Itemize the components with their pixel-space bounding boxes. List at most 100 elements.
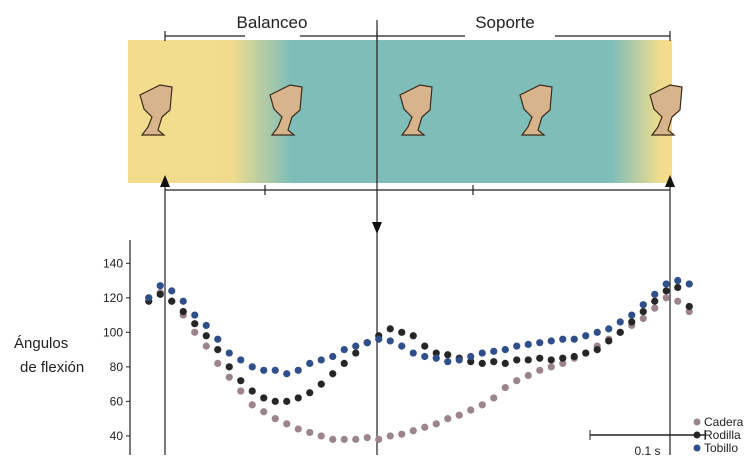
data-point [364, 434, 371, 441]
legend-label: Cadera [704, 415, 744, 429]
data-point [467, 406, 474, 413]
data-point [502, 360, 509, 367]
figure: BalanceoSoporteFE₁E₂E₃Ángulosde flexión4… [0, 0, 751, 461]
data-point [157, 282, 164, 289]
phase-label: Balanceo [237, 13, 308, 32]
data-point [387, 337, 394, 344]
data-point [651, 298, 658, 305]
data-point [663, 287, 670, 294]
data-point [674, 277, 681, 284]
data-point [513, 356, 520, 363]
data-point [272, 367, 279, 374]
data-point [433, 355, 440, 362]
data-point [651, 305, 658, 312]
data-point [329, 436, 336, 443]
data-point [559, 336, 566, 343]
data-point [180, 308, 187, 315]
data-point [490, 358, 497, 365]
data-point [329, 353, 336, 360]
data-point [525, 356, 532, 363]
data-point [249, 401, 256, 408]
data-point [582, 349, 589, 356]
data-point [398, 329, 405, 336]
data-point [226, 363, 233, 370]
data-point [157, 291, 164, 298]
data-point [444, 351, 451, 358]
data-point [283, 370, 290, 377]
data-point [594, 329, 601, 336]
data-point [640, 315, 647, 322]
data-point [479, 401, 486, 408]
data-point [421, 424, 428, 431]
subphase-label: F [212, 191, 219, 203]
data-point [594, 346, 601, 353]
data-point [398, 343, 405, 350]
data-point [203, 322, 210, 329]
data-point [191, 329, 198, 336]
y-axis-label: de flexión [20, 359, 84, 376]
data-point [237, 356, 244, 363]
legend-marker [694, 419, 701, 426]
data-point [571, 336, 578, 343]
data-point [410, 427, 417, 434]
data-point [364, 339, 371, 346]
data-point [203, 332, 210, 339]
data-point [410, 349, 417, 356]
data-point [686, 280, 693, 287]
data-point [352, 436, 359, 443]
data-point [318, 381, 325, 388]
data-point [686, 303, 693, 310]
data-point [352, 349, 359, 356]
data-point [674, 298, 681, 305]
subphase-label: E₂ [419, 191, 431, 203]
data-point [249, 387, 256, 394]
data-point [226, 349, 233, 356]
data-point [640, 301, 647, 308]
phase-label: Soporte [475, 13, 535, 32]
data-point [674, 284, 681, 291]
data-point [191, 311, 198, 318]
data-point [318, 356, 325, 363]
legend-marker [694, 445, 701, 452]
data-point [341, 360, 348, 367]
data-point [329, 370, 336, 377]
data-point [502, 346, 509, 353]
data-point [548, 363, 555, 370]
data-point [214, 360, 221, 367]
data-point [375, 436, 382, 443]
y-tick-label: 140 [103, 256, 123, 270]
data-point [352, 343, 359, 350]
data-point [387, 325, 394, 332]
data-point [559, 355, 566, 362]
data-point [237, 377, 244, 384]
data-point [548, 356, 555, 363]
data-point [237, 387, 244, 394]
data-point [260, 408, 267, 415]
data-point [582, 332, 589, 339]
data-point [490, 394, 497, 401]
data-point [168, 287, 175, 294]
data-point [513, 343, 520, 350]
data-point [479, 360, 486, 367]
data-point [617, 318, 624, 325]
data-point [421, 343, 428, 350]
data-point [571, 353, 578, 360]
data-point [168, 298, 175, 305]
data-point [203, 343, 210, 350]
data-point [444, 358, 451, 365]
data-point [272, 415, 279, 422]
y-tick-label: 40 [110, 429, 124, 443]
data-point [525, 372, 532, 379]
data-point [283, 398, 290, 405]
data-point [295, 367, 302, 374]
data-point [214, 336, 221, 343]
data-point [180, 298, 187, 305]
data-point [191, 320, 198, 327]
data-point [640, 308, 647, 315]
data-point [617, 329, 624, 336]
data-point [226, 374, 233, 381]
data-point [548, 337, 555, 344]
data-point [283, 420, 290, 427]
subphase-label: E₃ [565, 191, 577, 203]
data-point [410, 332, 417, 339]
